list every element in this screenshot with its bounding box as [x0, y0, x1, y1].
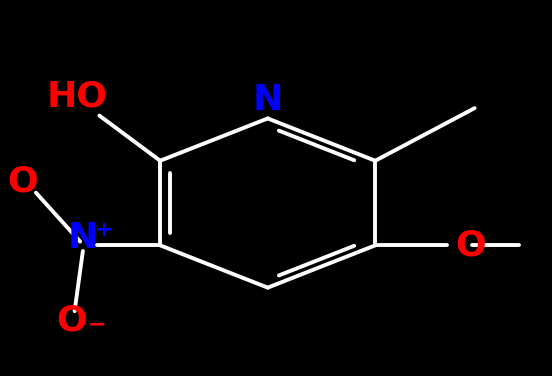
Text: +: + — [95, 220, 114, 240]
Text: −: − — [87, 314, 106, 334]
Text: O: O — [455, 228, 486, 262]
Text: HO: HO — [47, 80, 108, 114]
Text: O: O — [56, 303, 87, 338]
Text: O: O — [7, 164, 38, 199]
Text: N: N — [252, 83, 283, 117]
Text: N: N — [68, 221, 98, 255]
